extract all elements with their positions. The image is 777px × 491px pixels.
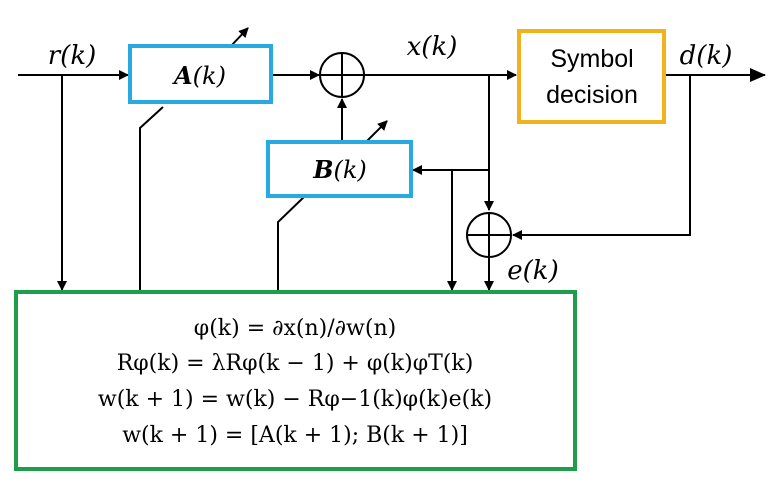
decision-label-line2: decision	[546, 81, 638, 109]
symbol-decision-block	[517, 29, 666, 124]
signal-d-label: d(k)	[680, 41, 733, 71]
wire-update-to-a	[139, 106, 164, 290]
signal-x-label: x(k)	[407, 32, 458, 62]
wire-update-to-b	[277, 195, 306, 290]
update-block	[14, 290, 577, 471]
wire-d-to-error-summer	[512, 75, 691, 240]
equation-weight-update: w(k + 1) = w(k) − Rφ−1(k)φ(k)e(k)	[98, 387, 492, 412]
equation-weight-vector: w(k + 1) = [A(k + 1); B(k + 1)]	[122, 423, 468, 448]
decision-label-line1: Symbol	[550, 45, 633, 73]
summing-junction-icon	[319, 52, 365, 98]
block-a	[128, 44, 273, 104]
equation-gradient: φ(k) = ∂x(n)/∂w(n)	[194, 316, 396, 341]
summing-junction-icon	[466, 212, 512, 258]
block-b-label: B(k)	[312, 155, 367, 184]
block-b	[266, 140, 413, 198]
signal-r-label: r(k)	[48, 41, 96, 71]
signal-e-label: e(k)	[507, 256, 558, 286]
block-a-label: A(k)	[172, 61, 226, 90]
equation-correlation: Rφ(k) = λRφ(k − 1) + φ(k)φT(k)	[117, 351, 474, 376]
